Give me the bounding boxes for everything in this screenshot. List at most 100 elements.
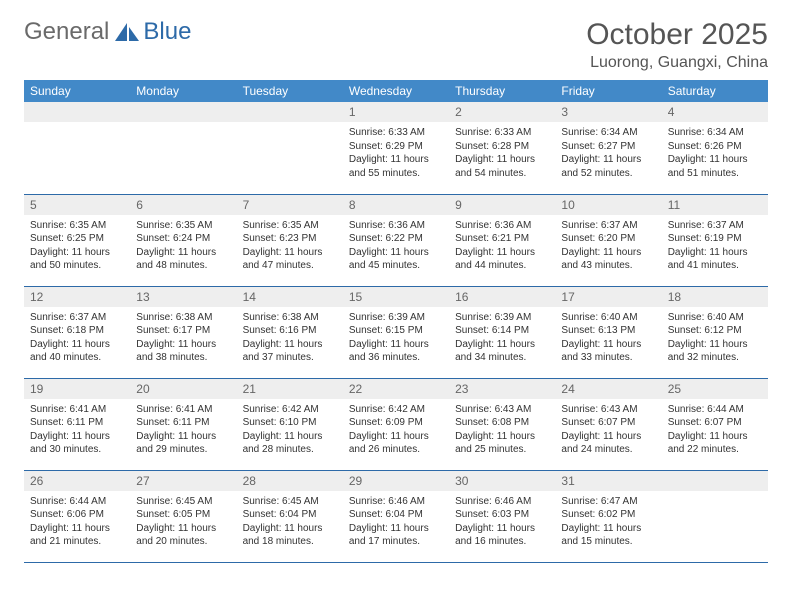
day-number: 28 (237, 471, 343, 491)
day-cell: 28Sunrise: 6:45 AMSunset: 6:04 PMDayligh… (237, 470, 343, 562)
week-row: 26Sunrise: 6:44 AMSunset: 6:06 PMDayligh… (24, 470, 768, 562)
empty-day-cell (24, 102, 130, 194)
day-cell: 12Sunrise: 6:37 AMSunset: 6:18 PMDayligh… (24, 286, 130, 378)
day-details: Sunrise: 6:46 AMSunset: 6:04 PMDaylight:… (343, 491, 449, 553)
day-header-monday: Monday (130, 80, 236, 102)
day-number: 8 (343, 195, 449, 215)
day-details: Sunrise: 6:43 AMSunset: 6:08 PMDaylight:… (449, 399, 555, 461)
day-number: 24 (555, 379, 661, 399)
day-details: Sunrise: 6:38 AMSunset: 6:16 PMDaylight:… (237, 307, 343, 369)
day-cell: 6Sunrise: 6:35 AMSunset: 6:24 PMDaylight… (130, 194, 236, 286)
day-cell: 4Sunrise: 6:34 AMSunset: 6:26 PMDaylight… (662, 102, 768, 194)
day-details: Sunrise: 6:37 AMSunset: 6:18 PMDaylight:… (24, 307, 130, 369)
header: General Blue October 2025 Luorong, Guang… (24, 18, 768, 74)
day-details: Sunrise: 6:33 AMSunset: 6:29 PMDaylight:… (343, 122, 449, 184)
day-details: Sunrise: 6:34 AMSunset: 6:26 PMDaylight:… (662, 122, 768, 184)
day-details: Sunrise: 6:47 AMSunset: 6:02 PMDaylight:… (555, 491, 661, 553)
day-number: 14 (237, 287, 343, 307)
day-cell: 21Sunrise: 6:42 AMSunset: 6:10 PMDayligh… (237, 378, 343, 470)
day-number: 29 (343, 471, 449, 491)
day-details: Sunrise: 6:45 AMSunset: 6:05 PMDaylight:… (130, 491, 236, 553)
title-block: October 2025 Luorong, Guangxi, China (586, 18, 768, 74)
day-cell: 24Sunrise: 6:43 AMSunset: 6:07 PMDayligh… (555, 378, 661, 470)
day-number: 31 (555, 471, 661, 491)
logo-text-general: General (24, 18, 109, 46)
day-number: 4 (662, 102, 768, 122)
day-header-sunday: Sunday (24, 80, 130, 102)
day-details: Sunrise: 6:42 AMSunset: 6:10 PMDaylight:… (237, 399, 343, 461)
week-row: 5Sunrise: 6:35 AMSunset: 6:25 PMDaylight… (24, 194, 768, 286)
location-text: Luorong, Guangxi, China (586, 54, 768, 72)
day-details: Sunrise: 6:35 AMSunset: 6:24 PMDaylight:… (130, 215, 236, 277)
logo-sail-icon (113, 21, 141, 43)
empty-day-cell (237, 102, 343, 194)
day-cell: 30Sunrise: 6:46 AMSunset: 6:03 PMDayligh… (449, 470, 555, 562)
day-header-tuesday: Tuesday (237, 80, 343, 102)
day-cell: 10Sunrise: 6:37 AMSunset: 6:20 PMDayligh… (555, 194, 661, 286)
month-title: October 2025 (586, 18, 768, 52)
day-number (24, 102, 130, 122)
day-cell: 17Sunrise: 6:40 AMSunset: 6:13 PMDayligh… (555, 286, 661, 378)
day-cell: 29Sunrise: 6:46 AMSunset: 6:04 PMDayligh… (343, 470, 449, 562)
day-cell: 7Sunrise: 6:35 AMSunset: 6:23 PMDaylight… (237, 194, 343, 286)
day-number: 13 (130, 287, 236, 307)
day-cell: 15Sunrise: 6:39 AMSunset: 6:15 PMDayligh… (343, 286, 449, 378)
day-number (662, 471, 768, 491)
day-details: Sunrise: 6:41 AMSunset: 6:11 PMDaylight:… (24, 399, 130, 461)
day-details: Sunrise: 6:34 AMSunset: 6:27 PMDaylight:… (555, 122, 661, 184)
day-cell: 23Sunrise: 6:43 AMSunset: 6:08 PMDayligh… (449, 378, 555, 470)
day-details: Sunrise: 6:37 AMSunset: 6:19 PMDaylight:… (662, 215, 768, 277)
day-header-friday: Friday (555, 80, 661, 102)
day-cell: 26Sunrise: 6:44 AMSunset: 6:06 PMDayligh… (24, 470, 130, 562)
day-number: 11 (662, 195, 768, 215)
day-number: 23 (449, 379, 555, 399)
day-number: 3 (555, 102, 661, 122)
day-details: Sunrise: 6:40 AMSunset: 6:13 PMDaylight:… (555, 307, 661, 369)
day-cell: 22Sunrise: 6:42 AMSunset: 6:09 PMDayligh… (343, 378, 449, 470)
day-cell: 27Sunrise: 6:45 AMSunset: 6:05 PMDayligh… (130, 470, 236, 562)
day-details: Sunrise: 6:43 AMSunset: 6:07 PMDaylight:… (555, 399, 661, 461)
day-header-thursday: Thursday (449, 80, 555, 102)
day-cell: 18Sunrise: 6:40 AMSunset: 6:12 PMDayligh… (662, 286, 768, 378)
empty-day-cell (662, 470, 768, 562)
day-cell: 1Sunrise: 6:33 AMSunset: 6:29 PMDaylight… (343, 102, 449, 194)
day-number: 22 (343, 379, 449, 399)
day-number: 30 (449, 471, 555, 491)
day-cell: 5Sunrise: 6:35 AMSunset: 6:25 PMDaylight… (24, 194, 130, 286)
day-cell: 2Sunrise: 6:33 AMSunset: 6:28 PMDaylight… (449, 102, 555, 194)
day-number: 18 (662, 287, 768, 307)
day-details: Sunrise: 6:37 AMSunset: 6:20 PMDaylight:… (555, 215, 661, 277)
day-number: 20 (130, 379, 236, 399)
day-number: 2 (449, 102, 555, 122)
week-row: 12Sunrise: 6:37 AMSunset: 6:18 PMDayligh… (24, 286, 768, 378)
day-number: 6 (130, 195, 236, 215)
day-details: Sunrise: 6:41 AMSunset: 6:11 PMDaylight:… (130, 399, 236, 461)
calendar-table: SundayMondayTuesdayWednesdayThursdayFrid… (24, 80, 768, 563)
day-number: 10 (555, 195, 661, 215)
day-cell: 20Sunrise: 6:41 AMSunset: 6:11 PMDayligh… (130, 378, 236, 470)
week-row: 1Sunrise: 6:33 AMSunset: 6:29 PMDaylight… (24, 102, 768, 194)
day-number: 1 (343, 102, 449, 122)
day-number: 21 (237, 379, 343, 399)
day-cell: 8Sunrise: 6:36 AMSunset: 6:22 PMDaylight… (343, 194, 449, 286)
day-number (130, 102, 236, 122)
day-number: 7 (237, 195, 343, 215)
day-number: 25 (662, 379, 768, 399)
day-details: Sunrise: 6:44 AMSunset: 6:07 PMDaylight:… (662, 399, 768, 461)
week-row: 19Sunrise: 6:41 AMSunset: 6:11 PMDayligh… (24, 378, 768, 470)
day-number: 12 (24, 287, 130, 307)
day-header-wednesday: Wednesday (343, 80, 449, 102)
day-header-saturday: Saturday (662, 80, 768, 102)
day-number: 26 (24, 471, 130, 491)
day-number: 17 (555, 287, 661, 307)
logo: General Blue (24, 18, 191, 46)
day-details: Sunrise: 6:44 AMSunset: 6:06 PMDaylight:… (24, 491, 130, 553)
day-details: Sunrise: 6:45 AMSunset: 6:04 PMDaylight:… (237, 491, 343, 553)
day-header-row: SundayMondayTuesdayWednesdayThursdayFrid… (24, 80, 768, 102)
day-number: 9 (449, 195, 555, 215)
day-number: 16 (449, 287, 555, 307)
day-cell: 3Sunrise: 6:34 AMSunset: 6:27 PMDaylight… (555, 102, 661, 194)
day-cell: 14Sunrise: 6:38 AMSunset: 6:16 PMDayligh… (237, 286, 343, 378)
day-cell: 11Sunrise: 6:37 AMSunset: 6:19 PMDayligh… (662, 194, 768, 286)
day-details: Sunrise: 6:36 AMSunset: 6:21 PMDaylight:… (449, 215, 555, 277)
